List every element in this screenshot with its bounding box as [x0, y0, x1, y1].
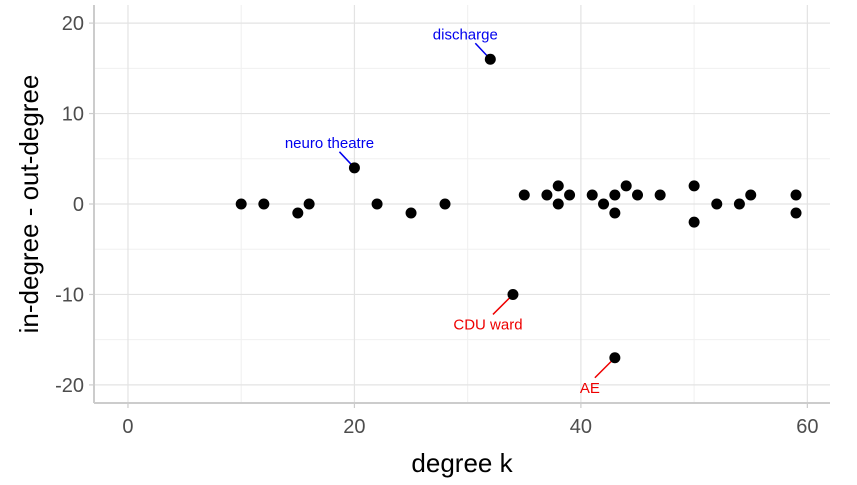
data-point [439, 198, 451, 210]
data-point [552, 198, 564, 210]
data-point [598, 198, 610, 210]
data-point [654, 189, 666, 201]
data-point [586, 189, 598, 201]
data-point [405, 207, 417, 219]
data-point [348, 162, 360, 174]
y-tick-labels: -20 -10 0 10 20 [55, 13, 94, 397]
y-tick-label: 10 [62, 104, 84, 126]
x-tick-label: 20 [343, 416, 365, 438]
data-point [541, 189, 553, 201]
data-point [552, 180, 564, 192]
data-point [733, 198, 745, 210]
data-point [790, 207, 802, 219]
data-point [518, 189, 530, 201]
data-point [258, 198, 270, 210]
data-point [371, 198, 383, 210]
x-axis-title: degree k [411, 448, 513, 478]
annotation-labels: discharge neuro theatre CDU ward AE [285, 26, 600, 397]
data-point [303, 198, 315, 210]
y-tick-label: -20 [55, 375, 84, 397]
data-point [235, 198, 247, 210]
grid-minor-lines [94, 5, 830, 403]
y-tick-label: -10 [55, 284, 84, 306]
data-points [235, 53, 802, 364]
data-point [620, 180, 632, 192]
x-tick-label: 60 [796, 416, 818, 438]
data-point [564, 189, 576, 201]
data-point [688, 180, 700, 192]
data-point [711, 198, 723, 210]
data-point [688, 216, 700, 228]
data-point [292, 207, 304, 219]
grid-major-lines [94, 5, 830, 403]
y-axis-title: in-degree - out-degree [14, 75, 44, 334]
annotation-label: discharge [433, 26, 498, 43]
y-tick-label: 0 [73, 194, 84, 216]
data-point [609, 189, 621, 201]
x-tick-label: 0 [122, 416, 133, 438]
data-point [790, 189, 802, 201]
data-point [609, 352, 621, 364]
data-point [632, 189, 644, 201]
data-point [609, 207, 621, 219]
annotation-label: CDU ward [453, 316, 522, 333]
annotation-label: AE [580, 380, 600, 397]
x-tick-labels: 0 20 40 60 [122, 403, 818, 438]
x-tick-label: 40 [570, 416, 592, 438]
data-point [484, 53, 496, 65]
annotation-label: neuro theatre [285, 135, 374, 152]
data-point [507, 288, 519, 300]
data-point [745, 189, 757, 201]
y-tick-label: 20 [62, 13, 84, 35]
